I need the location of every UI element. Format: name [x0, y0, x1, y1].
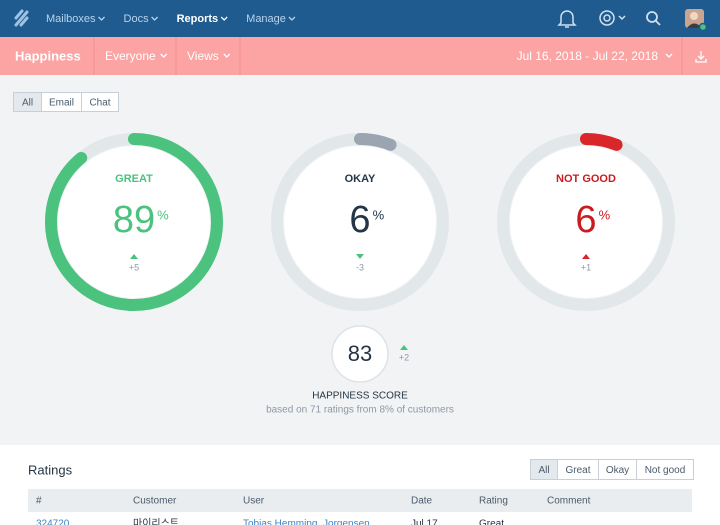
column-header[interactable]: Customer: [133, 496, 177, 507]
nav-item[interactable]: Manage: [246, 13, 286, 25]
gauge-change: +5: [129, 262, 139, 272]
column-header[interactable]: User: [243, 496, 265, 507]
search-icon[interactable]: [646, 11, 661, 26]
top-nav: [0, 0, 720, 37]
ratings-panel: [0, 445, 720, 525]
gauge-label: OKAY: [345, 173, 376, 185]
nav-item[interactable]: Mailboxes: [46, 13, 96, 25]
gauge-unit: %: [599, 207, 611, 222]
gauge-change: +1: [581, 262, 591, 272]
help-icon[interactable]: [599, 10, 626, 26]
trend-arrow: [130, 254, 138, 259]
segment-button[interactable]: [636, 459, 694, 480]
filter-dropdown[interactable]: Everyone: [105, 49, 156, 63]
chevron: [223, 53, 231, 58]
gauge-label: NOT GOOD: [556, 173, 616, 185]
segment-label[interactable]: Okay: [606, 465, 629, 476]
trend-arrow: [582, 254, 590, 259]
gauge-inner: [284, 146, 436, 298]
dividers: [93, 37, 683, 75]
column-header[interactable]: #: [36, 496, 42, 507]
score-trend: [400, 345, 408, 350]
table-cell[interactable]: Tobias Hemming, Jorgensen: [243, 519, 370, 525]
segment-label[interactable]: All: [538, 465, 549, 476]
ratings-title: Ratings: [28, 462, 73, 477]
chevron: [220, 16, 228, 21]
table-cell: Jul 17: [411, 519, 438, 525]
table-cell: 마이리스트: [133, 518, 179, 525]
segment-label[interactable]: Email: [49, 98, 74, 109]
trend-arrow: [356, 254, 364, 259]
gauge-unit: %: [373, 207, 385, 222]
table-header: [28, 489, 692, 512]
subheader: [0, 37, 720, 75]
score-change: +2: [399, 352, 409, 362]
chevron: [288, 16, 296, 21]
gauge-value: 6: [575, 199, 596, 241]
gauge-inner: [58, 146, 210, 298]
score-note: based on 71 ratings from 8% of customers: [266, 405, 454, 416]
gauge-label: GREAT: [115, 173, 153, 185]
segment-label[interactable]: Great: [565, 465, 590, 476]
score-value: 83: [348, 341, 372, 366]
column-header[interactable]: Comment: [547, 496, 591, 507]
download-icon[interactable]: [695, 51, 707, 63]
gauge-change: -3: [356, 262, 364, 272]
score-circle: [331, 325, 389, 383]
gauge-unit: %: [157, 207, 169, 222]
segment-button[interactable]: [81, 92, 119, 112]
gauge-value: 89: [113, 199, 155, 241]
chevron: [151, 16, 159, 21]
chevron: [98, 16, 105, 21]
filter-dropdown[interactable]: Views: [187, 49, 219, 63]
date-range[interactable]: Jul 16, 2018 - Jul 22, 2018: [517, 49, 659, 63]
table-cell: Great: [479, 519, 504, 525]
nav-item[interactable]: Reports: [177, 13, 219, 25]
chevron: [665, 53, 673, 58]
column-header[interactable]: Rating: [479, 496, 508, 507]
segment-label[interactable]: Not good: [645, 465, 686, 476]
column-header[interactable]: Date: [411, 496, 433, 507]
score-label: HAPPINESS SCORE: [312, 391, 408, 402]
gauge-arc: [45, 133, 223, 311]
logo[interactable]: [14, 9, 29, 27]
table-cell[interactable]: 324720: [36, 519, 70, 525]
nav-item[interactable]: Docs: [124, 13, 150, 25]
segment-label[interactable]: Chat: [89, 98, 110, 109]
gauge-inner: [510, 146, 662, 298]
avatar[interactable]: [685, 9, 708, 32]
segment-label[interactable]: All: [22, 98, 33, 109]
gauge-arc: [271, 133, 449, 311]
gauge-value: 6: [349, 199, 370, 241]
bell-icon[interactable]: [557, 10, 577, 28]
chevron: [160, 53, 168, 58]
page-title: Happiness: [15, 48, 81, 63]
gauge-arc: [497, 133, 675, 311]
